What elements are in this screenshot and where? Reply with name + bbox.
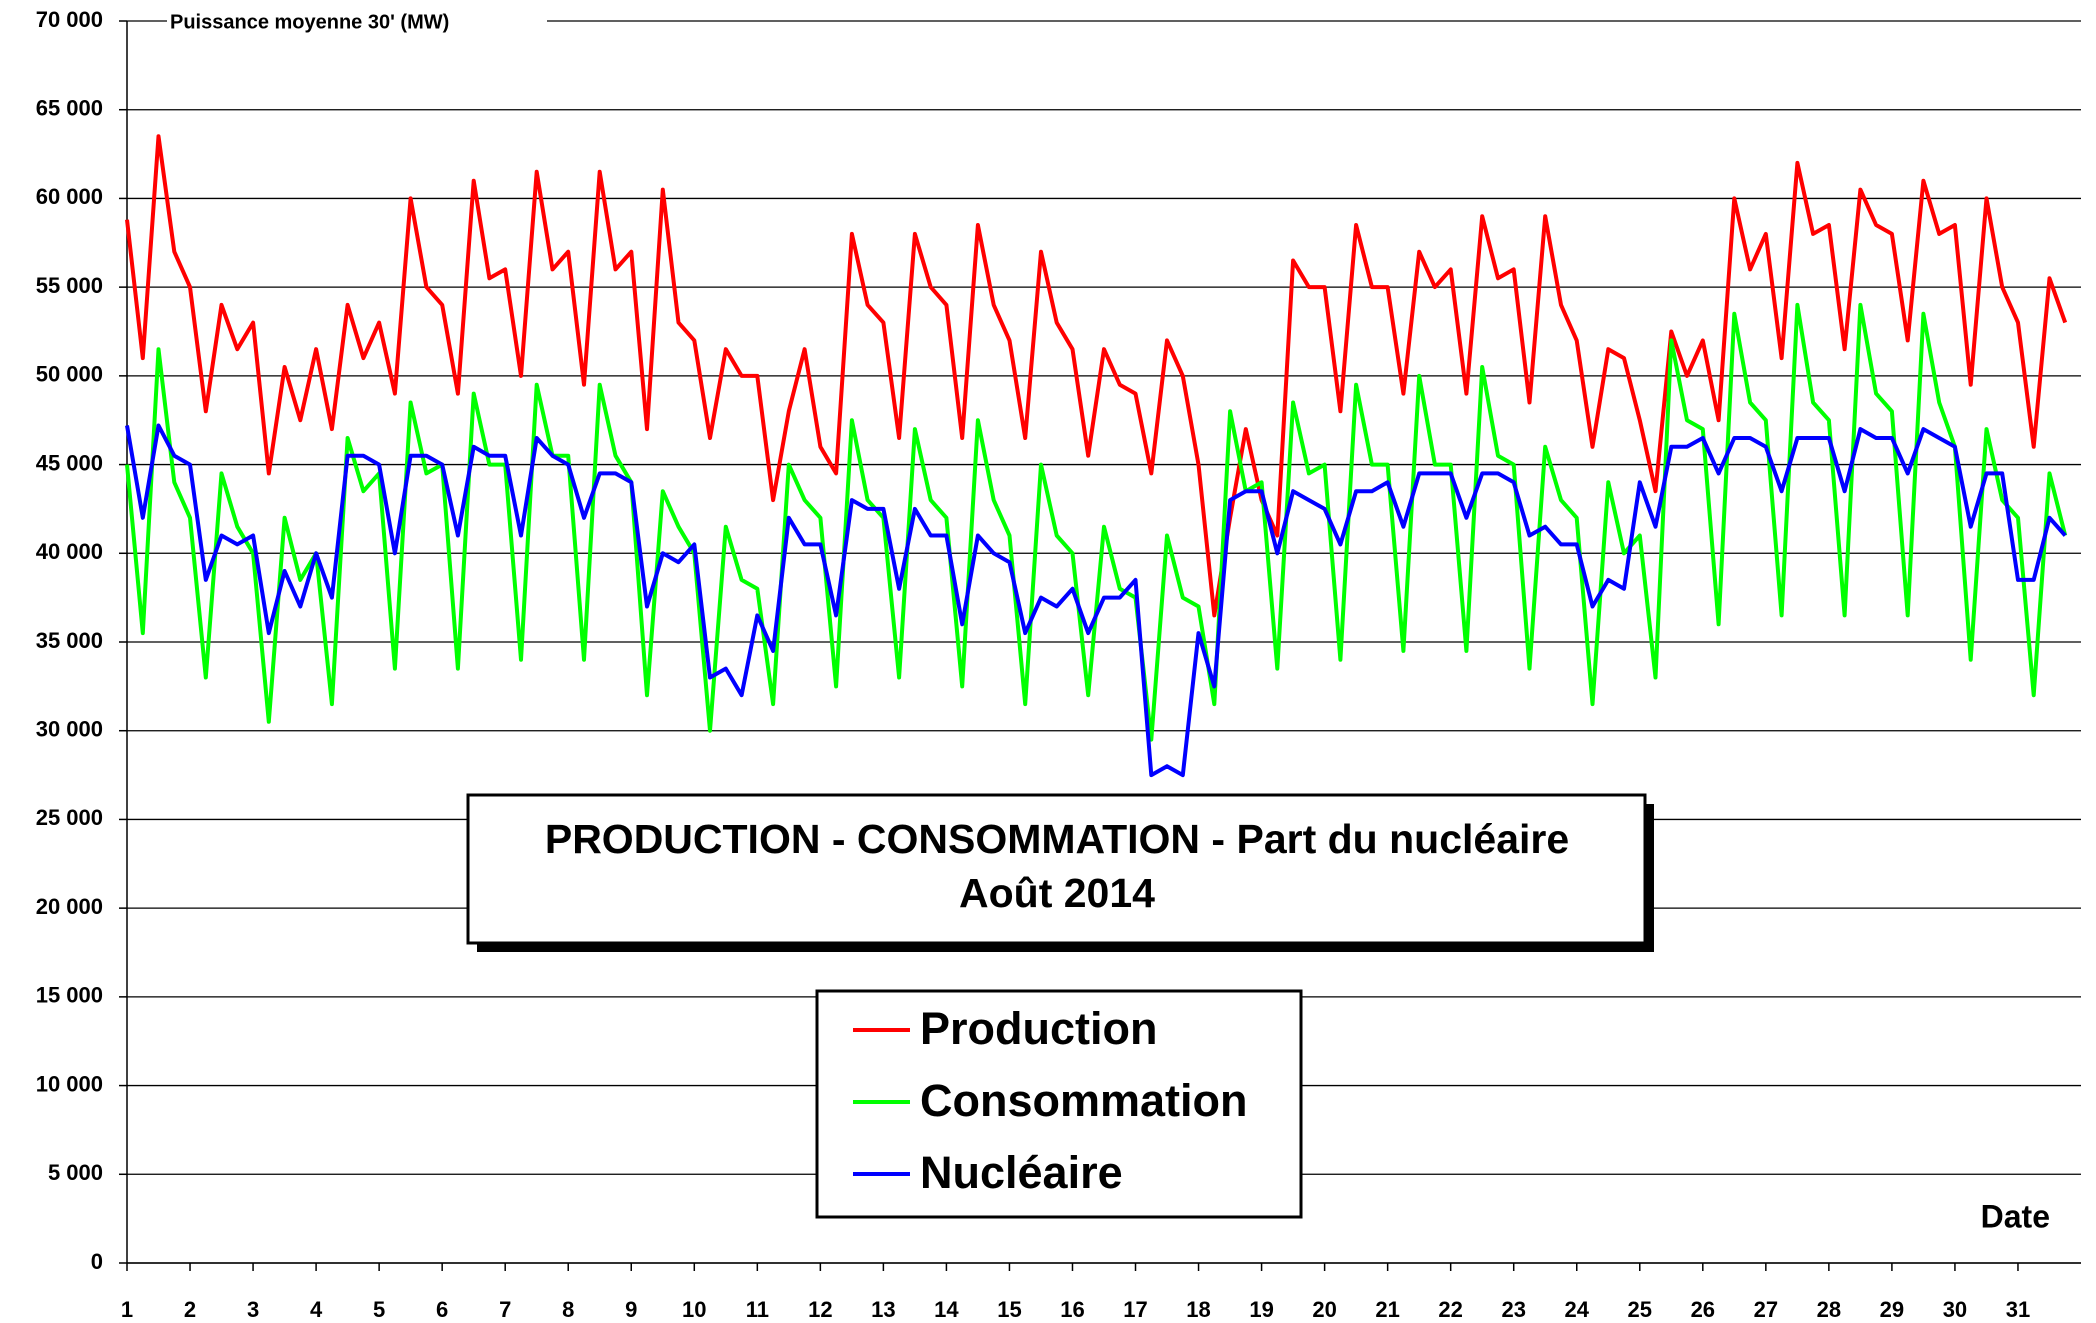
y-tick-label: 45 000 (36, 450, 103, 475)
series-line (125, 423, 2067, 778)
series-line (125, 134, 2068, 618)
x-tick-label: 14 (934, 1297, 959, 1322)
y-tick-label: 60 000 (36, 184, 103, 209)
y-tick-label: 30 000 (36, 717, 103, 742)
legend-entries: Production Consommation Nucléaire (853, 1003, 1248, 1198)
y-tick-label: 15 000 (36, 983, 103, 1008)
y-label-background (167, 8, 547, 36)
x-tick-label: 30 (1943, 1297, 1967, 1322)
y-tick-label: 55 000 (36, 273, 103, 298)
x-tick-label: 6 (436, 1297, 448, 1322)
x-tick-label: 5 (373, 1297, 385, 1322)
x-tick-label: 2 (184, 1297, 196, 1322)
x-tick-label: 25 (1628, 1297, 1652, 1322)
plot-lines (125, 134, 2068, 778)
y-tick-label: 50 000 (36, 362, 103, 387)
y-tick-label: 65 000 (36, 96, 103, 121)
x-tick-label: 31 (2006, 1297, 2030, 1322)
title-box (466, 793, 1647, 945)
x-tick-label: 11 (746, 1297, 769, 1322)
x-tick-label: 13 (871, 1297, 895, 1322)
y-tick-label: 25 000 (36, 805, 103, 830)
x-tick-label: 7 (499, 1297, 511, 1322)
x-tick-label: 23 (1501, 1297, 1525, 1322)
x-tick-label: 1 (121, 1297, 133, 1322)
x-tick-label: 28 (1817, 1297, 1841, 1322)
chart-title: PRODUCTION - CONSOMMATION - Part du nucl… (545, 816, 1569, 862)
y-tick-label: 10 000 (36, 1071, 103, 1096)
x-tick-label: 4 (310, 1297, 323, 1322)
x-tick-label: 9 (625, 1297, 637, 1322)
grid: 0 5 000 10 000 15 000 20 000 25 000 30 000 35 0… (36, 7, 2081, 1322)
x-tick-label: 3 (247, 1297, 259, 1322)
x-tick-label: 27 (1754, 1297, 1778, 1322)
chart-subtitle: Août 2014 (959, 870, 1155, 916)
y-tick-label: 20 000 (36, 894, 103, 919)
y-tick-label: 0 (91, 1249, 103, 1274)
legend-label: Consommation (920, 1075, 1248, 1126)
series-line (125, 302, 2068, 742)
y-tick-label: 70 000 (36, 7, 103, 32)
x-tick-label: 12 (808, 1297, 832, 1322)
y-tick-label: 40 000 (36, 539, 103, 564)
x-tick-label: 26 (1691, 1297, 1715, 1322)
x-tick-label: 22 (1438, 1297, 1462, 1322)
x-tick-label: 8 (562, 1297, 574, 1322)
x-tick-label: 10 (682, 1297, 706, 1322)
legend-label: Production (920, 1003, 1157, 1054)
y-axis-label: Puissance moyenne 30' (MW) (170, 11, 449, 33)
x-tick-label: 29 (1880, 1297, 1904, 1322)
x-tick-label: 15 (997, 1297, 1021, 1322)
x-tick-label: 21 (1375, 1297, 1399, 1322)
x-tick-label: 20 (1312, 1297, 1336, 1322)
legend-label: Nucléaire (920, 1147, 1123, 1198)
x-tick-label: 18 (1186, 1297, 1210, 1322)
x-tick-label: 19 (1249, 1297, 1273, 1322)
y-tick-label: 35 000 (36, 628, 103, 653)
x-tick-label: 17 (1123, 1297, 1147, 1322)
x-axis-label: Date (1981, 1198, 2050, 1234)
x-tick-label: 24 (1564, 1297, 1589, 1322)
x-tick-label: 16 (1060, 1297, 1084, 1322)
y-tick-label: 5 000 (48, 1160, 103, 1185)
